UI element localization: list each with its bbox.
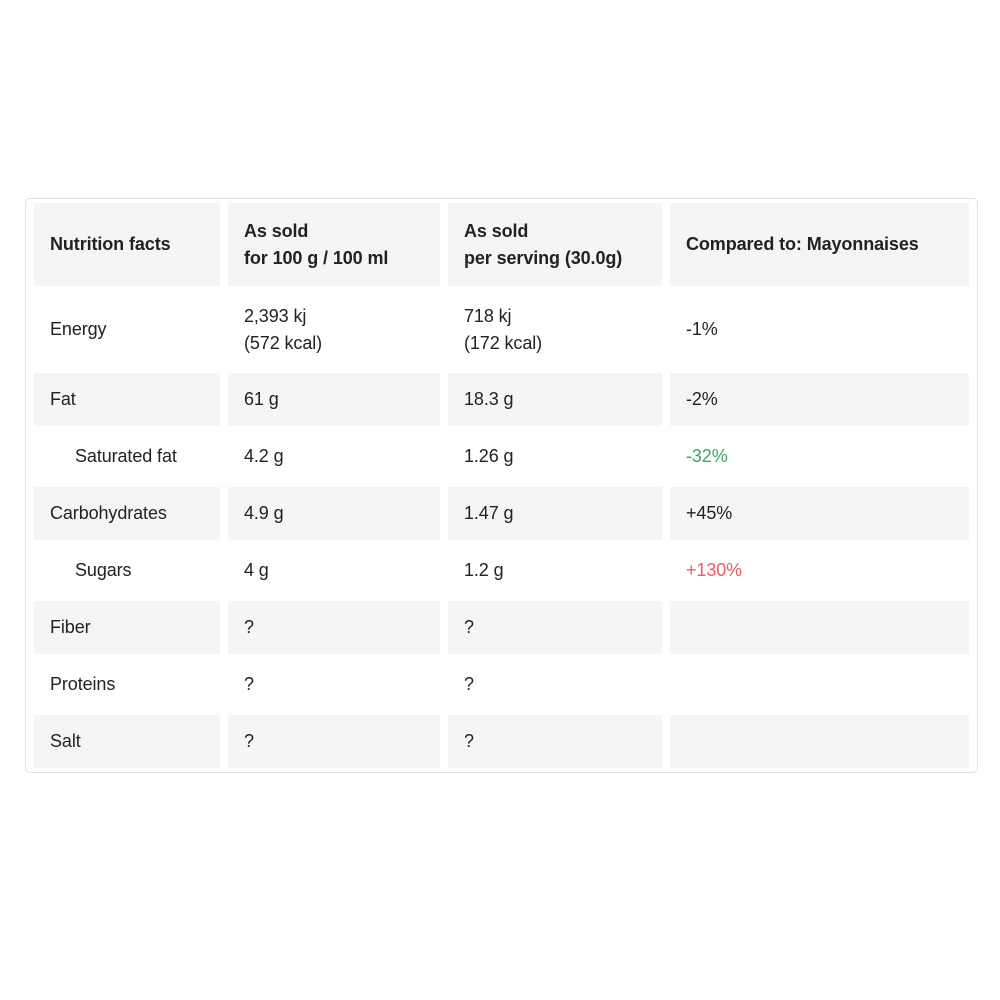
header-line: for 100 g / 100 ml [244,247,389,268]
value-per-serving: ? [448,601,662,654]
value-per-100g: 4.9 g [228,487,440,540]
column-header-as-sold-100g: As sold for 100 g / 100 ml [228,203,440,286]
nutrition-facts-table: Nutrition facts As sold for 100 g / 100 … [25,198,978,773]
nutrient-label: Salt [34,715,220,768]
compared-value: +45% [670,487,969,540]
table-row-fat: Fat 61 g 18.3 g -2% [34,373,969,426]
value-per-100g: ? [228,658,440,711]
value-per-100g: 4 g [228,544,440,597]
value-per-serving: 1.47 g [448,487,662,540]
nutrient-label: Energy [34,290,220,369]
value-per-100g: 2,393 kj (572 kcal) [228,290,440,369]
compared-value: -2% [670,373,969,426]
value-per-serving: ? [448,658,662,711]
value-per-serving: 718 kj (172 kcal) [448,290,662,369]
compared-value [670,658,969,711]
value-line: 2,393 kj [244,306,307,327]
value-per-100g: ? [228,715,440,768]
value-per-serving: 1.2 g [448,544,662,597]
compared-value [670,601,969,654]
value-per-serving: 1.26 g [448,430,662,483]
nutrient-label: Fiber [34,601,220,654]
value-per-100g: 61 g [228,373,440,426]
value-line: (572 kcal) [244,332,323,353]
table-row-salt: Salt ? ? [34,715,969,768]
value-per-serving: 18.3 g [448,373,662,426]
table-row-carbohydrates: Carbohydrates 4.9 g 1.47 g +45% [34,487,969,540]
compared-value: -32% [670,430,969,483]
table-body: Energy 2,393 kj (572 kcal) 718 kj (172 k… [34,290,969,768]
value-line: 718 kj [464,306,512,327]
nutrient-label: Saturated fat [34,430,220,483]
column-header-nutrition-facts: Nutrition facts [34,203,220,286]
header-line: As sold [244,221,309,242]
value-line: (172 kcal) [464,332,543,353]
nutrient-label: Fat [34,373,220,426]
compared-value [670,715,969,768]
table-row-fiber: Fiber ? ? [34,601,969,654]
value-per-serving: ? [448,715,662,768]
header-row: Nutrition facts As sold for 100 g / 100 … [34,203,969,286]
table-row-energy: Energy 2,393 kj (572 kcal) 718 kj (172 k… [34,290,969,369]
compared-value: -1% [670,290,969,369]
header-line: As sold [464,221,529,242]
column-header-compared-to: Compared to: Mayonnaises [670,203,969,286]
table-row-proteins: Proteins ? ? [34,658,969,711]
table-header: Nutrition facts As sold for 100 g / 100 … [34,203,969,286]
table-row-sugars: Sugars 4 g 1.2 g +130% [34,544,969,597]
nutrient-label: Sugars [34,544,220,597]
table-row-saturated-fat: Saturated fat 4.2 g 1.26 g -32% [34,430,969,483]
nutrient-label: Proteins [34,658,220,711]
value-per-100g: ? [228,601,440,654]
header-line: per serving (30.0g) [464,247,623,268]
compared-value: +130% [670,544,969,597]
column-header-per-serving: As sold per serving (30.0g) [448,203,662,286]
value-per-100g: 4.2 g [228,430,440,483]
nutrient-label: Carbohydrates [34,487,220,540]
